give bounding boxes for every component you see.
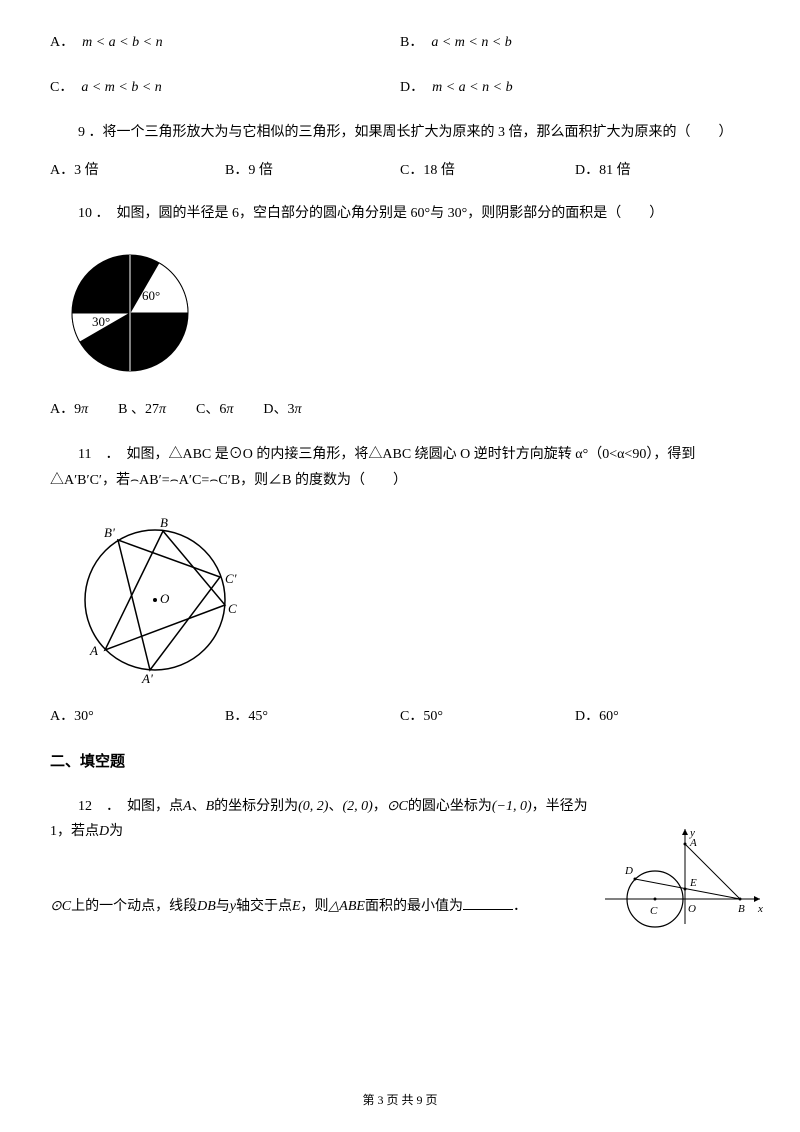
page-footer: 第 3 页 共 9 页 (0, 1090, 800, 1112)
q9-text: 9 ．将一个三角形放大为与它相似的三角形，如果周长扩大为原来的 3 倍，那么面积… (50, 120, 750, 145)
opt-c-expr: a < m < b < n (81, 75, 161, 100)
q10-a: A．9π (50, 397, 88, 422)
inscribed-triangle-icon: B B' O C' C A A' (60, 515, 250, 685)
q11-b: B．45° (225, 704, 400, 729)
opt-c-label: C． (50, 75, 73, 100)
lbl-A: A (89, 643, 98, 658)
angle-60-label: 60° (142, 288, 160, 303)
lbl-B: B (160, 515, 168, 530)
pie-chart-icon: 60° 30° (60, 248, 200, 378)
dia-A: A (689, 837, 697, 849)
q9-c: C．18 倍 (400, 158, 575, 183)
q9-d: D．81 倍 (575, 158, 750, 183)
lbl-C: C (228, 601, 237, 616)
opt-b-label: B． (400, 30, 423, 55)
dia-x: x (757, 903, 763, 915)
angle-30-label: 30° (92, 314, 110, 329)
opt-d-expr: m < a < n < b (432, 75, 512, 100)
q10-text: 10 ． 如图，圆的半径是 6，空白部分的圆心角分别是 60°与 30°，则阴影… (50, 201, 750, 226)
q11-d: D．60° (575, 704, 750, 729)
dia-E: E (689, 877, 697, 889)
opt-a-label: A． (50, 30, 74, 55)
lbl-Ap: A' (141, 671, 153, 685)
dia-B: B (738, 903, 745, 915)
dia-O: O (688, 903, 696, 915)
q9-a: A．3 倍 (50, 158, 225, 183)
dia-C: C (650, 905, 658, 917)
section-2-header: 二、填空题 (50, 749, 750, 776)
q10-b: B 、27π (118, 397, 166, 422)
q9-b: B．9 倍 (225, 158, 400, 183)
q11-text: 11 ． 如图，△ABC 是⊙O 的内接三角形，将△ABC 绕圆心 O 逆时针方… (50, 442, 750, 492)
blank-fill (463, 896, 513, 910)
q11-c: C．50° (400, 704, 575, 729)
coord-diagram-icon: y A D E C O B x (600, 824, 770, 929)
q10-d: D、3π (263, 397, 301, 422)
opt-d-label: D． (400, 75, 424, 100)
q10-c: C、6π (196, 397, 233, 422)
opt-a-expr: m < a < b < n (82, 30, 162, 55)
lbl-Bp: B' (104, 525, 115, 540)
lbl-O: O (160, 591, 170, 606)
dia-D: D (624, 865, 633, 877)
lbl-Cp: C' (225, 571, 237, 586)
q11-a: A．30° (50, 704, 225, 729)
opt-b-expr: a < m < n < b (431, 30, 511, 55)
